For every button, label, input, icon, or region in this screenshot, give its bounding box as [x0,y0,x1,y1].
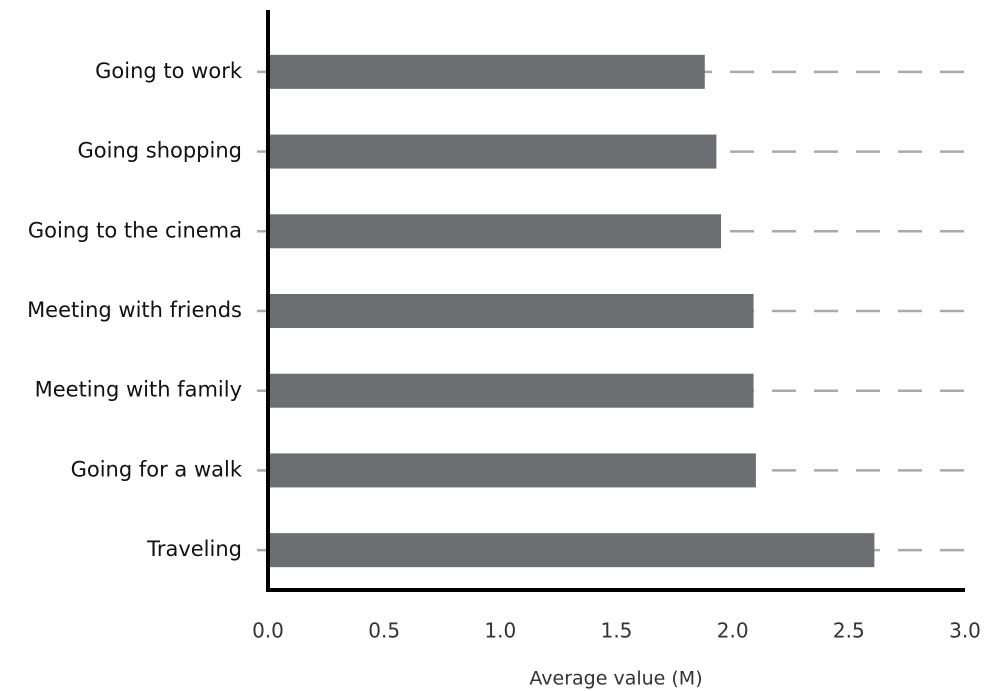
x-tick-label: 2.5 [833,619,865,643]
x-tick-label: 0.5 [368,619,400,643]
x-tick-label: 3.0 [949,619,981,643]
y-tick-label: Meeting with family [35,378,242,402]
bar [268,533,875,568]
y-tick-label: Going to the cinema [28,218,242,242]
bar [268,134,717,169]
bar [268,294,754,328]
x-tick-label: 0.0 [252,619,284,643]
x-tick-label: 1.0 [484,619,516,643]
x-axis-label: Average value (M) [529,668,702,690]
y-tick-label: Going shopping [77,139,242,163]
bar [268,373,754,408]
y-tick-label: Traveling [146,537,242,561]
y-tick-label: Meeting with friends [27,298,242,322]
y-tick-label: Going to work [95,59,243,83]
bar [268,54,705,89]
x-tick-label: 1.5 [601,619,633,643]
bar [268,214,722,249]
y-tick-label: Going for a walk [71,457,243,481]
bar [268,453,756,488]
x-tick-label: 2.0 [717,619,749,643]
